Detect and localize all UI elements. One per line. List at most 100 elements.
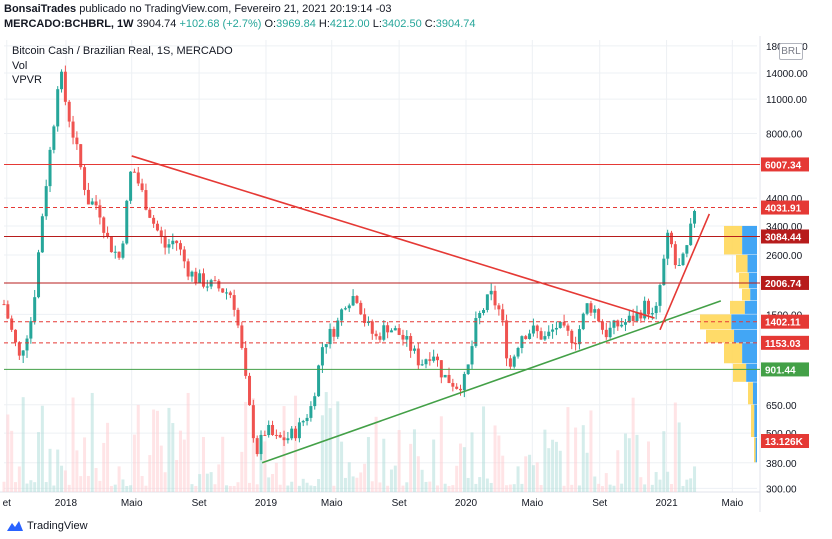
candle-body bbox=[29, 321, 33, 339]
low-value: 3402.50 bbox=[381, 18, 422, 30]
candle-body bbox=[485, 294, 489, 310]
level-price-label: 4031.91 bbox=[765, 204, 802, 215]
volume-bar bbox=[155, 410, 159, 492]
volume-bar bbox=[194, 485, 198, 492]
price-tick-label: 4400.00 bbox=[766, 194, 803, 205]
volume-profile-bar-buy bbox=[754, 404, 757, 438]
volume-bar bbox=[681, 485, 685, 492]
volume-profile-bar-buy bbox=[742, 225, 757, 255]
volume-bar bbox=[535, 462, 539, 492]
candle-body bbox=[570, 330, 574, 343]
candle-body bbox=[658, 285, 662, 306]
volume-bar bbox=[501, 455, 505, 492]
price-chart[interactable]: 18000.0014000.0011000.008000.004400.0034… bbox=[0, 36, 832, 518]
candle-body bbox=[267, 424, 271, 436]
indicator-label[interactable]: VPVR bbox=[12, 74, 42, 86]
candle-body bbox=[6, 304, 10, 319]
candle-body bbox=[666, 232, 670, 259]
candle-body bbox=[393, 328, 397, 331]
volume-bar bbox=[251, 398, 255, 492]
level-price-tag bbox=[761, 200, 809, 215]
candle-body bbox=[286, 438, 290, 441]
candle-body bbox=[520, 336, 524, 349]
author-name[interactable]: BonsaiTrades bbox=[4, 3, 77, 15]
candle-body bbox=[474, 318, 478, 347]
volume-bar bbox=[14, 482, 18, 492]
indicator-label[interactable]: Vol bbox=[12, 60, 27, 72]
level-price-label: 6007.34 bbox=[765, 160, 802, 171]
candle-body bbox=[612, 320, 616, 328]
candle-body bbox=[501, 309, 505, 321]
brand-name[interactable]: TradingView bbox=[27, 520, 88, 532]
volume-bar bbox=[25, 483, 29, 492]
currency-badge[interactable]: BRL bbox=[779, 43, 803, 60]
volume-bar bbox=[528, 454, 532, 492]
volume-bar bbox=[585, 452, 589, 492]
trend-line[interactable] bbox=[131, 155, 655, 319]
candle-body bbox=[190, 271, 194, 277]
candle-body bbox=[136, 172, 140, 184]
volume-profile-bar-sell bbox=[724, 225, 743, 255]
volume-profile-bar-sell bbox=[742, 288, 751, 301]
trend-line[interactable] bbox=[261, 300, 722, 464]
candle-body bbox=[416, 348, 420, 366]
volume-bar bbox=[286, 485, 290, 492]
volume-bar bbox=[566, 407, 570, 492]
candle-body bbox=[98, 205, 102, 218]
price-tick-label: 650.00 bbox=[766, 401, 797, 412]
volume-bar bbox=[129, 485, 133, 492]
volume-bar bbox=[201, 437, 205, 492]
high-value: 4212.00 bbox=[329, 18, 370, 30]
volume-bar bbox=[459, 443, 463, 492]
candle-body bbox=[516, 348, 520, 357]
candle-body bbox=[646, 300, 650, 315]
plot-area[interactable] bbox=[4, 40, 757, 492]
candle-body bbox=[60, 71, 64, 90]
candle-body bbox=[359, 302, 363, 315]
volume-bar bbox=[658, 479, 662, 492]
volume-bar bbox=[44, 482, 48, 492]
price-tick-label: 14000.00 bbox=[766, 69, 808, 80]
price-change: +102.68 (+2.7%) bbox=[179, 18, 262, 30]
candle-body bbox=[347, 305, 351, 309]
candle-body bbox=[378, 336, 382, 340]
volume-bar bbox=[259, 441, 263, 492]
candle-body bbox=[497, 305, 501, 310]
volume-bar bbox=[244, 401, 248, 492]
volume-profile-bar-buy bbox=[752, 382, 757, 405]
candle-body bbox=[355, 296, 359, 303]
candle-body bbox=[305, 417, 309, 422]
volume-bar bbox=[524, 456, 528, 492]
volume-bar bbox=[608, 484, 612, 492]
tradingview-logo-icon bbox=[7, 521, 23, 532]
candle-body bbox=[274, 434, 278, 436]
volume-profile-bar-sell bbox=[748, 382, 753, 405]
candle-body bbox=[324, 344, 328, 348]
candle-body bbox=[681, 253, 685, 266]
candle-body bbox=[505, 320, 509, 359]
volume-bar bbox=[178, 430, 182, 492]
symbol-label[interactable]: MERCADO:BCHBRL, 1W bbox=[4, 18, 134, 30]
volume-profile-bar-sell bbox=[706, 329, 735, 343]
volume-bar bbox=[320, 415, 324, 492]
volume-bar bbox=[332, 485, 336, 492]
candle-body bbox=[278, 434, 282, 438]
candle-body bbox=[693, 211, 697, 224]
candle-body bbox=[94, 201, 98, 206]
volume-bar bbox=[470, 432, 474, 492]
volume-bar bbox=[221, 436, 225, 492]
trend-line[interactable] bbox=[659, 213, 711, 331]
volume-profile-bar-sell bbox=[751, 404, 755, 438]
candle-body bbox=[313, 396, 317, 407]
candle-body bbox=[524, 336, 528, 339]
volume-bar bbox=[531, 465, 535, 492]
low-label: L: bbox=[372, 18, 382, 30]
candle-body bbox=[25, 338, 29, 351]
candle-body bbox=[589, 303, 593, 313]
time-tick-label: et bbox=[3, 498, 12, 509]
candle-body bbox=[282, 437, 286, 441]
candle-body bbox=[386, 325, 390, 333]
candle-body bbox=[401, 334, 405, 340]
volume-bar bbox=[63, 470, 67, 492]
volume-bar bbox=[271, 474, 275, 492]
